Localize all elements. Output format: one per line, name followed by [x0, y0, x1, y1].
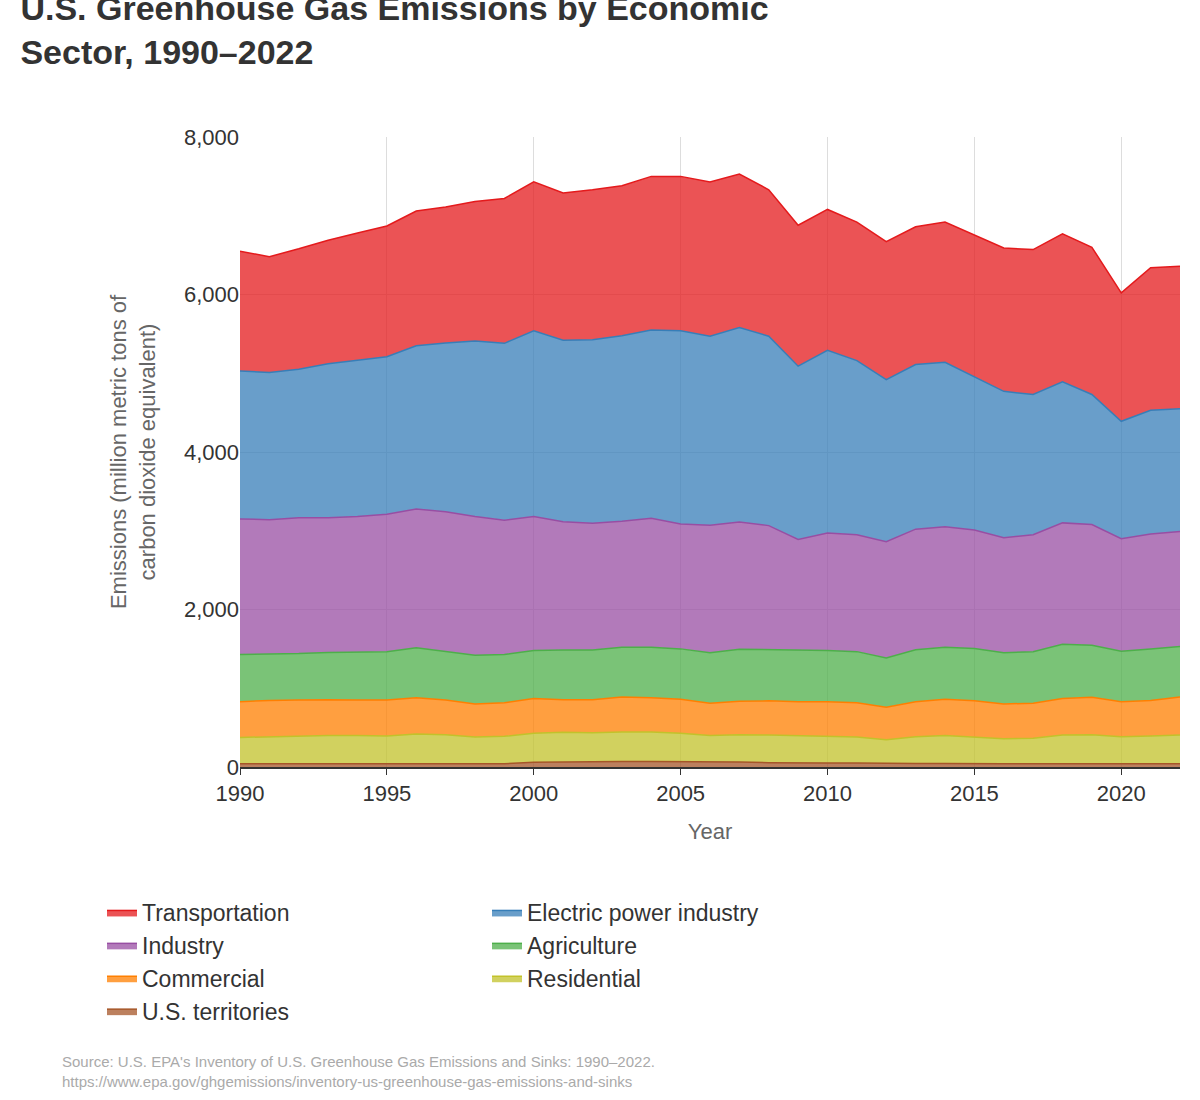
svg-text:2020: 2020 [1097, 781, 1146, 806]
svg-text:Industry: Industry [142, 933, 224, 959]
svg-text:8,000: 8,000 [184, 125, 239, 150]
svg-text:1995: 1995 [362, 781, 411, 806]
svg-text:0: 0 [227, 755, 239, 780]
svg-text:2,000: 2,000 [184, 597, 239, 622]
svg-text:Source: U.S. EPA's Inventory o: Source: U.S. EPA's Inventory of U.S. Gre… [62, 1053, 655, 1090]
svg-text:Transportation: Transportation [142, 900, 289, 926]
svg-text:Year: Year [688, 819, 732, 844]
svg-text:U.S. Greenhouse Gas Emissions: U.S. Greenhouse Gas Emissions by Economi… [20, 0, 768, 71]
svg-text:Emissions (million metric tons: Emissions (million metric tons ofcarbon … [106, 294, 160, 609]
svg-text:Agriculture: Agriculture [527, 933, 637, 959]
svg-text:U.S. territories: U.S. territories [142, 999, 289, 1025]
svg-text:2015: 2015 [950, 781, 999, 806]
svg-text:Residential: Residential [527, 966, 641, 992]
svg-text:2000: 2000 [509, 781, 558, 806]
svg-text:6,000: 6,000 [184, 282, 239, 307]
svg-text:2005: 2005 [656, 781, 705, 806]
svg-text:Electric power industry: Electric power industry [527, 900, 759, 926]
svg-text:1990: 1990 [216, 781, 265, 806]
svg-text:2010: 2010 [803, 781, 852, 806]
svg-text:4,000: 4,000 [184, 440, 239, 465]
svg-text:Commercial: Commercial [142, 966, 265, 992]
